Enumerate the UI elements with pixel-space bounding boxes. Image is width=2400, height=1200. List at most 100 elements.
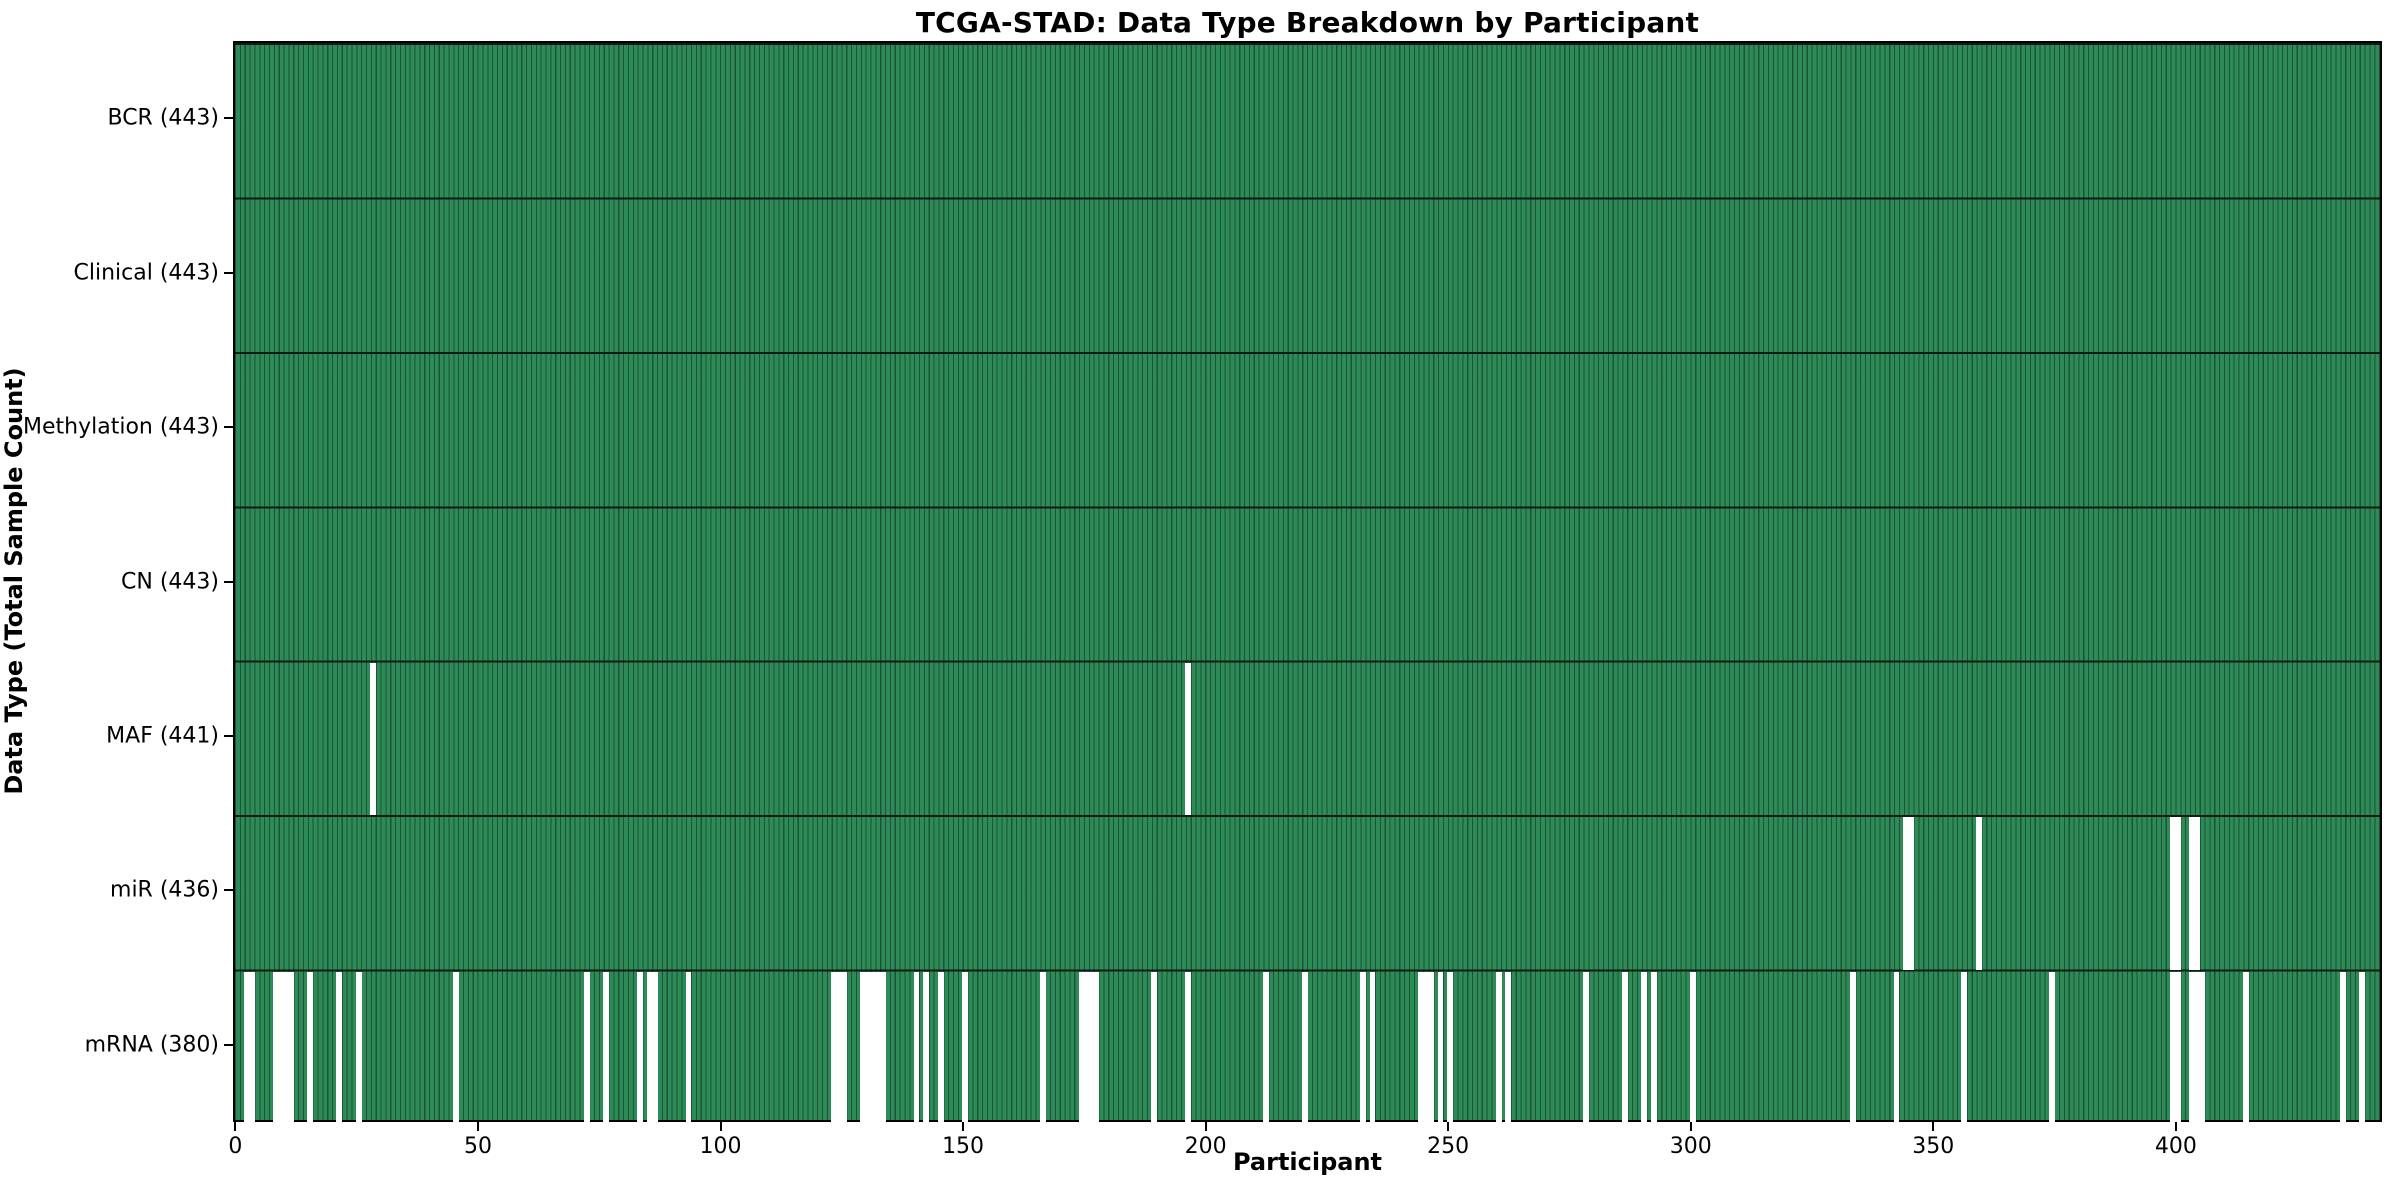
- plot-area: Present Absent: [233, 41, 2382, 1124]
- absent-cell: [1650, 971, 1657, 1124]
- absent-cell: [1422, 971, 1429, 1124]
- absent-cell: [1301, 971, 1308, 1124]
- y-tick-label: miR (436): [110, 877, 219, 903]
- absent-cell: [2194, 817, 2201, 970]
- absent-cell: [937, 971, 944, 1124]
- absent-cell: [836, 971, 842, 1124]
- absent-cell: [869, 971, 876, 1124]
- x-tick-label: 50: [463, 1134, 492, 1159]
- absent-cell: [637, 971, 643, 1124]
- absent-cell: [2359, 971, 2366, 1124]
- absent-cell: [1039, 971, 1046, 1124]
- x-axis-label: Participant: [1232, 1148, 1383, 1176]
- absent-cell: [452, 971, 459, 1124]
- absent-cell: [2174, 817, 2181, 970]
- absent-cell: [1908, 817, 1914, 970]
- absent-cell: [2189, 971, 2196, 1124]
- absent-cell: [1849, 971, 1856, 1124]
- x-tick-label: 150: [942, 1134, 985, 1159]
- absent-cell: [1976, 817, 1982, 970]
- absent-cell: [1359, 971, 1366, 1124]
- y-tick-label: mRNA (380): [84, 1032, 219, 1058]
- y-tick-mark: [224, 1043, 233, 1046]
- x-tick-label: 200: [1184, 1134, 1227, 1159]
- absent-cell: [355, 971, 362, 1124]
- y-tick-label: MAF (441): [106, 723, 219, 749]
- absent-cell: [1447, 971, 1454, 1124]
- x-tick-mark: [1204, 1122, 1207, 1131]
- absent-cell: [2242, 971, 2249, 1124]
- absent-cell: [370, 662, 377, 816]
- absent-cell: [1903, 817, 1910, 970]
- absent-cell: [1185, 971, 1192, 1124]
- absent-cell: [2170, 817, 2176, 970]
- absent-cell: [2199, 971, 2205, 1124]
- absent-cell: [336, 971, 343, 1124]
- y-tick-mark: [224, 889, 233, 892]
- x-tick-mark: [1689, 1122, 1692, 1131]
- absent-cell: [1437, 971, 1444, 1124]
- absent-cell: [1689, 971, 1696, 1124]
- absent-cell: [1641, 971, 1648, 1124]
- absent-cell: [1418, 971, 1424, 1124]
- absent-cell: [1262, 971, 1269, 1124]
- absent-cell: [1621, 971, 1628, 1124]
- y-tick-mark: [224, 117, 233, 120]
- x-tick-label: 250: [1427, 1134, 1470, 1159]
- absent-cell: [1893, 971, 1900, 1124]
- y-tick-label: BCR (443): [107, 105, 219, 131]
- absent-cell: [1427, 971, 1434, 1124]
- absent-cell: [1088, 971, 1095, 1124]
- absent-cell: [583, 971, 590, 1124]
- absent-cell: [879, 971, 886, 1124]
- absent-cell: [646, 971, 653, 1124]
- x-tick-label: 400: [2154, 1134, 2197, 1159]
- y-tick-mark: [224, 580, 233, 583]
- x-tick-mark: [234, 1122, 237, 1131]
- x-tick-label: 0: [228, 1134, 243, 1159]
- absent-cell: [1078, 971, 1085, 1124]
- absent-cell: [2048, 971, 2055, 1124]
- absent-cell: [2170, 971, 2176, 1124]
- absent-cell: [865, 971, 871, 1124]
- absent-cell: [874, 971, 881, 1124]
- y-tick-mark: [224, 734, 233, 737]
- absent-cell: [685, 971, 692, 1124]
- absent-cell: [1093, 971, 1099, 1124]
- x-tick-mark: [1447, 1122, 1450, 1131]
- x-tick-mark: [719, 1122, 722, 1131]
- x-tick-mark: [962, 1122, 965, 1131]
- absent-cell: [2194, 971, 2201, 1124]
- absent-cell: [278, 971, 284, 1124]
- absent-cell: [603, 971, 610, 1124]
- absent-cell: [840, 971, 847, 1124]
- absent-cell: [2189, 817, 2196, 970]
- x-tick-label: 350: [1912, 1134, 1955, 1159]
- absent-cell: [273, 971, 280, 1124]
- absent-cell: [1185, 662, 1192, 816]
- absent-cell: [1151, 971, 1158, 1124]
- y-tick-mark: [224, 271, 233, 274]
- absent-cell: [913, 971, 920, 1124]
- absent-cell: [923, 971, 930, 1124]
- absent-cell: [307, 971, 314, 1124]
- absent-cell: [1583, 971, 1589, 1124]
- absent-cell: [2339, 971, 2346, 1124]
- y-tick-label: Methylation (443): [23, 414, 219, 440]
- absent-cell: [1961, 971, 1968, 1124]
- absent-cell: [2174, 971, 2181, 1124]
- x-tick-mark: [476, 1122, 479, 1131]
- absent-cell: [1083, 971, 1090, 1124]
- absent-cell: [287, 971, 294, 1124]
- y-tick-label: CN (443): [121, 569, 219, 594]
- y-tick-mark: [224, 426, 233, 429]
- x-tick-label: 300: [1669, 1134, 1712, 1159]
- absent-cell: [831, 971, 838, 1124]
- chart-title: TCGA-STAD: Data Type Breakdown by Partic…: [915, 6, 1700, 39]
- y-tick-label: Clinical (443): [73, 260, 219, 286]
- absent-cell: [1369, 971, 1376, 1124]
- absent-cell: [962, 971, 968, 1124]
- absent-cell: [249, 971, 255, 1124]
- absent-cell: [1495, 971, 1502, 1124]
